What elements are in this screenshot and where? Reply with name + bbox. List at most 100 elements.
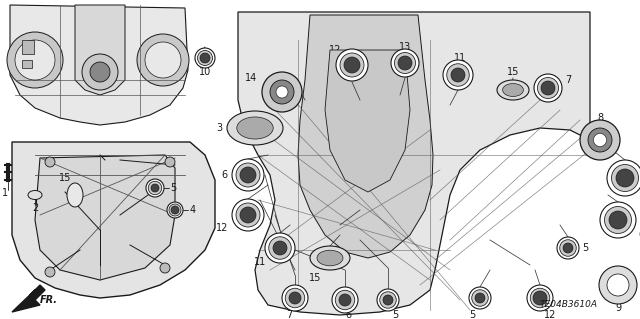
Circle shape bbox=[262, 72, 302, 112]
Circle shape bbox=[169, 204, 181, 216]
Circle shape bbox=[611, 165, 639, 191]
Circle shape bbox=[7, 32, 63, 88]
Circle shape bbox=[339, 294, 351, 306]
Circle shape bbox=[269, 237, 291, 259]
Text: 15: 15 bbox=[309, 273, 321, 283]
Ellipse shape bbox=[237, 117, 273, 139]
Circle shape bbox=[580, 120, 620, 160]
Circle shape bbox=[289, 292, 301, 304]
Circle shape bbox=[171, 206, 179, 214]
Circle shape bbox=[285, 288, 305, 308]
Circle shape bbox=[200, 53, 210, 63]
Text: 13: 13 bbox=[399, 42, 411, 52]
Text: FR.: FR. bbox=[40, 295, 58, 305]
Text: 15: 15 bbox=[59, 173, 71, 183]
Circle shape bbox=[335, 290, 355, 310]
Polygon shape bbox=[35, 155, 175, 280]
Circle shape bbox=[541, 81, 555, 95]
Circle shape bbox=[531, 288, 550, 308]
Circle shape bbox=[600, 202, 636, 238]
Text: 9: 9 bbox=[615, 303, 621, 313]
Polygon shape bbox=[325, 50, 410, 192]
Circle shape bbox=[616, 169, 634, 187]
Ellipse shape bbox=[67, 183, 83, 207]
Text: 10: 10 bbox=[199, 67, 211, 77]
Circle shape bbox=[443, 60, 473, 90]
Ellipse shape bbox=[497, 80, 529, 100]
Bar bbox=[22, 60, 32, 68]
Ellipse shape bbox=[317, 250, 343, 266]
Text: 8: 8 bbox=[597, 113, 603, 123]
Text: 5: 5 bbox=[469, 310, 475, 319]
Circle shape bbox=[276, 86, 288, 98]
Circle shape bbox=[145, 42, 181, 78]
Text: 1: 1 bbox=[2, 188, 8, 198]
Circle shape bbox=[377, 289, 399, 311]
Circle shape bbox=[90, 62, 110, 82]
Circle shape bbox=[398, 56, 412, 70]
Circle shape bbox=[557, 237, 579, 259]
Polygon shape bbox=[12, 142, 215, 298]
Circle shape bbox=[198, 50, 212, 65]
Polygon shape bbox=[12, 285, 45, 312]
Circle shape bbox=[593, 133, 607, 147]
Text: 5: 5 bbox=[582, 243, 588, 253]
Circle shape bbox=[391, 49, 419, 77]
Text: 7: 7 bbox=[286, 310, 292, 319]
Text: 6: 6 bbox=[222, 170, 228, 180]
Circle shape bbox=[232, 199, 264, 231]
Text: 5: 5 bbox=[170, 183, 176, 193]
Circle shape bbox=[527, 285, 553, 311]
Circle shape bbox=[560, 240, 576, 256]
Circle shape bbox=[165, 157, 175, 167]
Text: 11: 11 bbox=[254, 257, 266, 267]
Polygon shape bbox=[298, 15, 433, 258]
Text: 2: 2 bbox=[32, 203, 38, 213]
Circle shape bbox=[451, 68, 465, 82]
Circle shape bbox=[588, 128, 612, 152]
Circle shape bbox=[472, 290, 488, 306]
Text: TE04B3610A: TE04B3610A bbox=[540, 300, 598, 309]
Circle shape bbox=[599, 266, 637, 304]
Circle shape bbox=[236, 163, 260, 187]
Polygon shape bbox=[238, 12, 590, 315]
Text: 5: 5 bbox=[392, 310, 398, 319]
Circle shape bbox=[167, 202, 183, 218]
Circle shape bbox=[609, 211, 627, 229]
Circle shape bbox=[270, 80, 294, 104]
Circle shape bbox=[533, 291, 547, 305]
Circle shape bbox=[344, 57, 360, 73]
Circle shape bbox=[232, 159, 264, 191]
Circle shape bbox=[447, 64, 469, 86]
Circle shape bbox=[15, 40, 55, 80]
Text: 11: 11 bbox=[454, 53, 466, 63]
Text: 7: 7 bbox=[565, 75, 572, 85]
Bar bbox=[22, 40, 34, 54]
Circle shape bbox=[336, 49, 368, 81]
Circle shape bbox=[332, 287, 358, 313]
Text: 12: 12 bbox=[329, 45, 341, 55]
Ellipse shape bbox=[227, 111, 283, 145]
Circle shape bbox=[148, 181, 162, 195]
Text: 15: 15 bbox=[507, 67, 519, 77]
Circle shape bbox=[394, 53, 415, 73]
Polygon shape bbox=[10, 5, 188, 125]
Circle shape bbox=[534, 74, 562, 102]
Circle shape bbox=[538, 78, 559, 99]
Circle shape bbox=[265, 233, 295, 263]
Circle shape bbox=[137, 34, 189, 86]
Circle shape bbox=[45, 157, 55, 167]
Circle shape bbox=[236, 203, 260, 227]
Circle shape bbox=[151, 184, 159, 192]
Circle shape bbox=[45, 267, 55, 277]
Circle shape bbox=[146, 179, 164, 197]
Circle shape bbox=[240, 167, 256, 183]
Circle shape bbox=[607, 274, 629, 296]
Text: 6: 6 bbox=[638, 230, 640, 240]
Circle shape bbox=[195, 48, 215, 68]
Text: 12: 12 bbox=[544, 310, 556, 319]
Circle shape bbox=[273, 241, 287, 255]
Ellipse shape bbox=[502, 84, 524, 97]
Circle shape bbox=[475, 293, 485, 303]
Circle shape bbox=[607, 160, 640, 196]
